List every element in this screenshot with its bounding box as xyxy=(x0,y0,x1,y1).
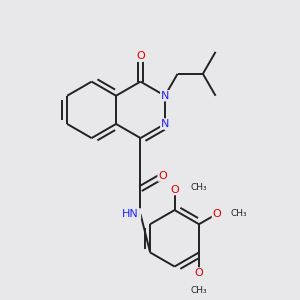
Text: O: O xyxy=(212,209,221,219)
Text: CH₃: CH₃ xyxy=(191,286,207,296)
Text: O: O xyxy=(195,268,203,278)
Text: N: N xyxy=(161,91,169,101)
Text: CH₃: CH₃ xyxy=(190,183,207,192)
Text: N: N xyxy=(132,209,140,219)
Text: N: N xyxy=(161,119,169,129)
Text: O: O xyxy=(170,185,179,195)
Text: CH₃: CH₃ xyxy=(230,209,247,218)
Text: O: O xyxy=(136,51,145,61)
Text: O: O xyxy=(158,171,167,181)
Text: HN: HN xyxy=(122,209,139,219)
